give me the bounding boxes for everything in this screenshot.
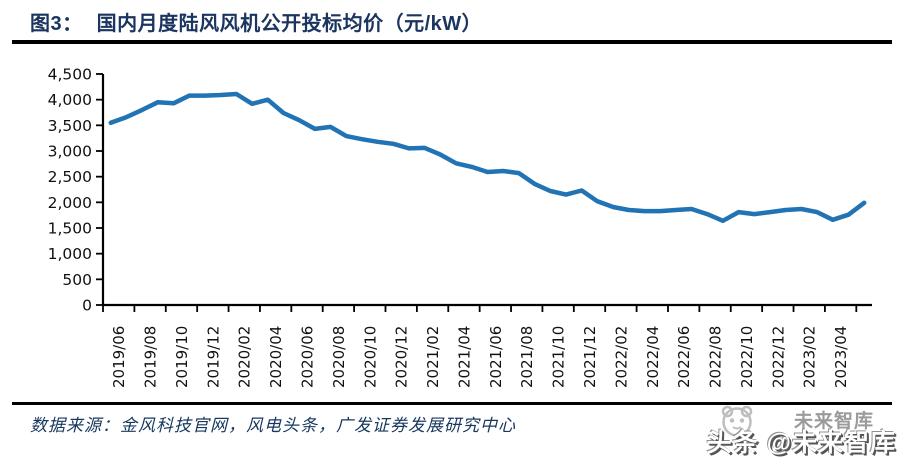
figure-title: 图3： 国内月度陆风风机公开投标均价（元/kW） bbox=[30, 7, 482, 36]
y-axis-label: 3,500 bbox=[48, 117, 92, 135]
x-axis-label: 2022/08 bbox=[707, 326, 725, 388]
x-axis-label: 2020/08 bbox=[330, 326, 348, 388]
panda-circle-logo-icon bbox=[721, 405, 753, 437]
price-trend-chart: 4,500 4,000 3,500 3,000 2,500 2,000 1,500 1,000… bbox=[48, 66, 872, 388]
x-axis-label: 2020/12 bbox=[393, 326, 411, 388]
figure-title-text: 国内月度陆风风机公开投标均价（元/kW） bbox=[96, 13, 483, 35]
x-axis-label: 2020/10 bbox=[361, 326, 379, 388]
x-axis-label: 2021/08 bbox=[518, 326, 536, 388]
x-axis-label: 2022/04 bbox=[644, 326, 662, 388]
x-axis-label: 2019/06 bbox=[110, 326, 128, 388]
watermark-small-text: 未来智库 bbox=[793, 411, 874, 432]
y-axis-label: 2,500 bbox=[48, 168, 92, 186]
x-axis-label: 2021/12 bbox=[581, 326, 599, 388]
y-axis-label: 2,000 bbox=[48, 194, 92, 212]
x-axis-label: 2023/04 bbox=[832, 326, 850, 388]
x-axis-label: 2022/10 bbox=[738, 326, 756, 388]
data-source-text: 数据来源：金风科技官网，风电头条，广发证券发展研究中心 bbox=[30, 416, 516, 436]
x-axis-label: 2021/02 bbox=[424, 326, 442, 388]
x-axis-label: 2020/02 bbox=[236, 326, 254, 388]
x-axis-label: 2021/10 bbox=[550, 326, 568, 388]
header-rule bbox=[12, 40, 892, 44]
x-axis-label: 2020/04 bbox=[267, 326, 285, 388]
x-axis-label: 2019/08 bbox=[142, 326, 160, 388]
x-axis-label: 2023/02 bbox=[801, 326, 819, 388]
x-axis-label: 2022/12 bbox=[769, 326, 787, 388]
y-axis-label: 1,000 bbox=[48, 245, 92, 263]
y-axis-label: 4,500 bbox=[48, 66, 92, 84]
x-axis-label: 2020/06 bbox=[299, 326, 317, 388]
y-axis-label: 0 bbox=[82, 297, 92, 315]
x-axis-label: 2022/02 bbox=[612, 326, 630, 388]
watermark: 未来智库 头条 @未来智库 bbox=[707, 390, 902, 462]
y-axis-label: 500 bbox=[62, 271, 92, 289]
x-axis-label: 2021/04 bbox=[455, 326, 473, 388]
x-axis-label: 2019/10 bbox=[173, 326, 191, 388]
y-axis-label: 1,500 bbox=[48, 220, 92, 238]
figure-number-label: 图3： bbox=[30, 13, 83, 35]
y-axis-label: 3,000 bbox=[48, 143, 92, 161]
x-axis-label: 2022/06 bbox=[675, 326, 693, 388]
y-axis-label: 4,000 bbox=[48, 91, 92, 109]
x-axis-label: 2021/06 bbox=[487, 326, 505, 388]
watermark-main-text: 头条 @未来智库 bbox=[706, 429, 896, 457]
x-axis-label: 2019/12 bbox=[204, 326, 222, 388]
footer-rule bbox=[12, 402, 892, 405]
bid-price-series-line bbox=[108, 91, 867, 224]
